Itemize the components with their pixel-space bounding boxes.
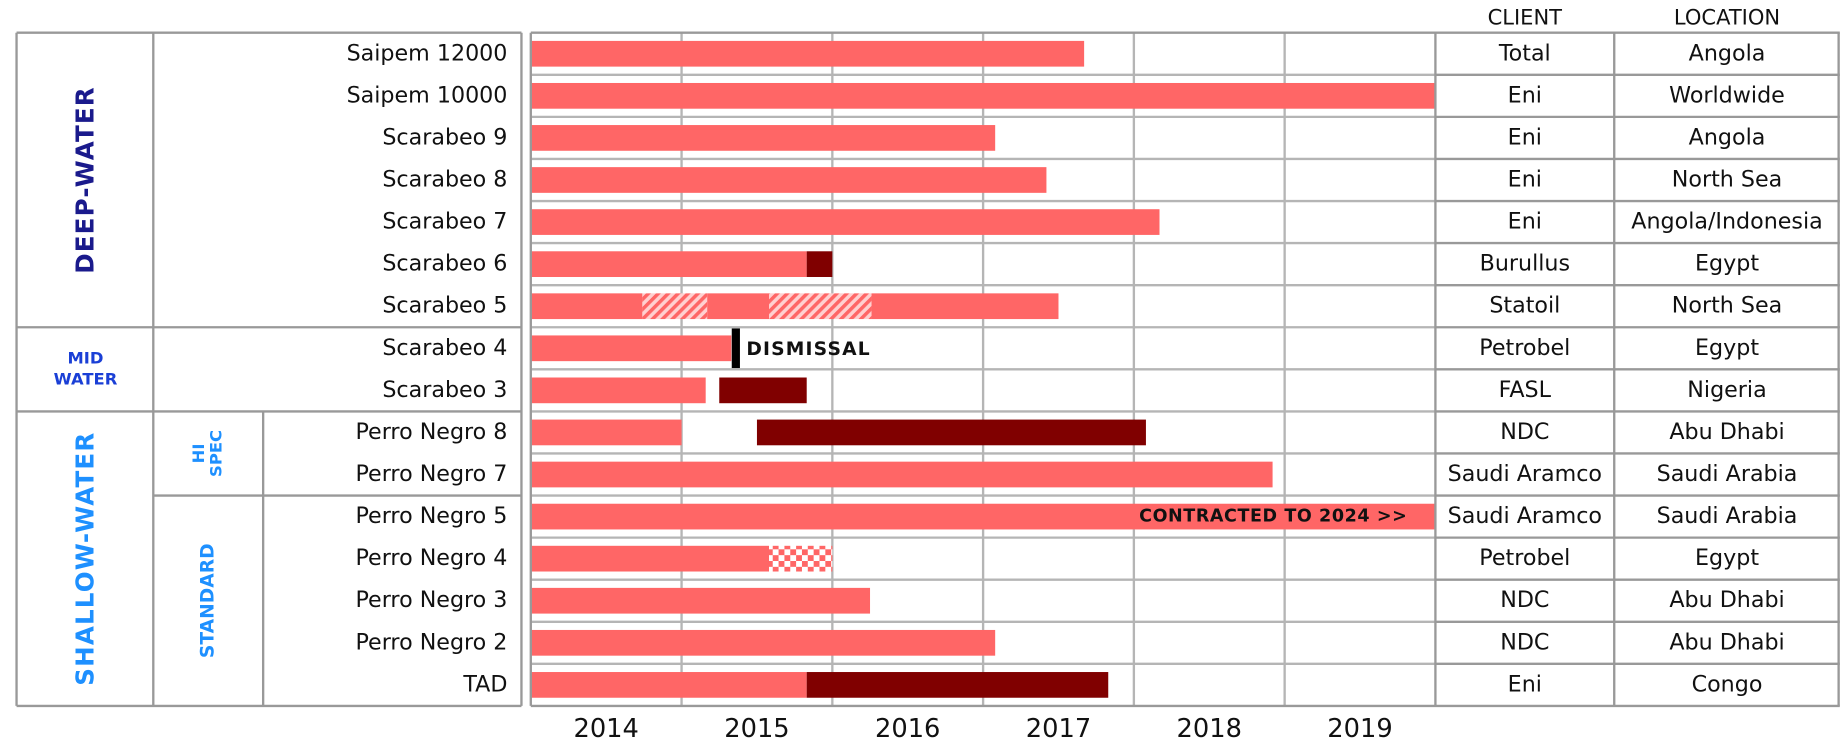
location: Egypt bbox=[1695, 251, 1759, 277]
bar-segment bbox=[756, 419, 1146, 446]
bar-segment bbox=[530, 209, 1160, 235]
bar-segment bbox=[530, 629, 996, 656]
client: Eni bbox=[1508, 124, 1542, 150]
client: Saudi Aramco bbox=[1448, 503, 1602, 529]
client: Eni bbox=[1508, 209, 1542, 235]
column-header: LOCATION bbox=[1674, 5, 1780, 30]
rig-name: Saipem 12000 bbox=[347, 40, 508, 66]
rig-name: Perro Negro 8 bbox=[355, 419, 507, 445]
bar-segment bbox=[530, 377, 706, 404]
bar-segment bbox=[530, 419, 682, 446]
subgroup-label: HI bbox=[189, 444, 208, 464]
bar-segment bbox=[642, 293, 708, 320]
bar-segment bbox=[530, 503, 1436, 530]
rig-name: Scarabeo 7 bbox=[382, 209, 507, 235]
rig-name: Scarabeo 8 bbox=[382, 166, 507, 192]
bar-segment bbox=[530, 461, 1273, 488]
location: Angola bbox=[1689, 124, 1766, 150]
x-tick-label: 2017 bbox=[1026, 714, 1091, 744]
client: Total bbox=[1498, 40, 1551, 66]
column-header: CLIENT bbox=[1488, 5, 1563, 30]
rig-name: Scarabeo 6 bbox=[382, 251, 507, 277]
annotation: CONTRACTED TO 2024 >> bbox=[1139, 507, 1407, 527]
bar-segment bbox=[530, 167, 1047, 193]
bar-segment bbox=[530, 82, 1436, 109]
client: Burullus bbox=[1480, 251, 1570, 277]
subgroup-label: STANDARD bbox=[198, 543, 219, 658]
bar-segment bbox=[530, 335, 732, 362]
client: Statoil bbox=[1489, 293, 1560, 319]
rig-name: Perro Negro 2 bbox=[355, 629, 507, 655]
group-label: SHALLOW-WATER bbox=[71, 432, 100, 686]
bar-segment bbox=[806, 251, 833, 277]
location: Angola/Indonesia bbox=[1631, 209, 1822, 235]
bar-segment bbox=[530, 251, 807, 277]
client: Eni bbox=[1508, 166, 1542, 192]
rig-name: Scarabeo 9 bbox=[382, 124, 507, 150]
dismissal-marker bbox=[731, 328, 740, 369]
location: Nigeria bbox=[1687, 377, 1766, 403]
location: Abu Dhabi bbox=[1669, 629, 1784, 655]
rig-name: TAD bbox=[462, 671, 507, 697]
client: NDC bbox=[1500, 629, 1549, 655]
location: Angola bbox=[1689, 40, 1766, 66]
client: NDC bbox=[1500, 587, 1549, 613]
bar-segment bbox=[871, 293, 1059, 320]
location: North Sea bbox=[1672, 293, 1782, 319]
location: North Sea bbox=[1672, 166, 1782, 192]
bar-segment bbox=[769, 293, 872, 320]
bar-segment bbox=[707, 293, 770, 320]
bar-segment bbox=[530, 293, 643, 320]
location: Egypt bbox=[1695, 335, 1759, 361]
group-label: WATER bbox=[54, 369, 118, 388]
bar-segment bbox=[806, 672, 1109, 698]
x-tick-label: 2019 bbox=[1327, 714, 1392, 744]
bar-segment bbox=[530, 545, 770, 572]
bar-segment bbox=[719, 377, 807, 404]
group-label: DEEP-WATER bbox=[71, 86, 100, 274]
x-tick-label: 2018 bbox=[1177, 714, 1242, 744]
rig-name: Scarabeo 5 bbox=[382, 293, 507, 319]
bar-segment bbox=[530, 125, 996, 151]
x-tick-label: 2015 bbox=[724, 714, 789, 744]
bar-segment bbox=[530, 587, 871, 614]
subgroup-label: SPEC bbox=[206, 430, 225, 477]
rig-name: Perro Negro 4 bbox=[355, 545, 507, 571]
client: Petrobel bbox=[1479, 545, 1570, 571]
location: Congo bbox=[1692, 671, 1763, 697]
rig-name: Scarabeo 3 bbox=[382, 377, 507, 403]
x-tick-label: 2016 bbox=[875, 714, 940, 744]
x-tick-label: 2014 bbox=[573, 714, 638, 744]
location: Abu Dhabi bbox=[1669, 419, 1784, 445]
bar-segment bbox=[530, 672, 807, 698]
rig-name: Saipem 10000 bbox=[347, 82, 508, 108]
location: Saudi Arabia bbox=[1657, 461, 1798, 487]
client: Saudi Aramco bbox=[1448, 461, 1602, 487]
location: Egypt bbox=[1695, 545, 1759, 571]
rig-name: Perro Negro 7 bbox=[355, 461, 507, 487]
client: Petrobel bbox=[1479, 335, 1570, 361]
client: Eni bbox=[1508, 671, 1542, 697]
client: Eni bbox=[1508, 82, 1542, 108]
rig-name: Scarabeo 4 bbox=[382, 335, 507, 361]
location: Abu Dhabi bbox=[1669, 587, 1784, 613]
group-label: MID bbox=[68, 348, 104, 367]
location: Worldwide bbox=[1669, 82, 1785, 108]
marker-label: DISMISSAL bbox=[746, 339, 870, 360]
location: Saudi Arabia bbox=[1657, 503, 1798, 529]
client: NDC bbox=[1500, 419, 1549, 445]
rig-name: Perro Negro 3 bbox=[355, 587, 507, 613]
client: FASL bbox=[1499, 377, 1552, 403]
bar-segment bbox=[769, 545, 833, 572]
bar-segment bbox=[530, 40, 1085, 67]
rig-name: Perro Negro 5 bbox=[355, 503, 507, 529]
